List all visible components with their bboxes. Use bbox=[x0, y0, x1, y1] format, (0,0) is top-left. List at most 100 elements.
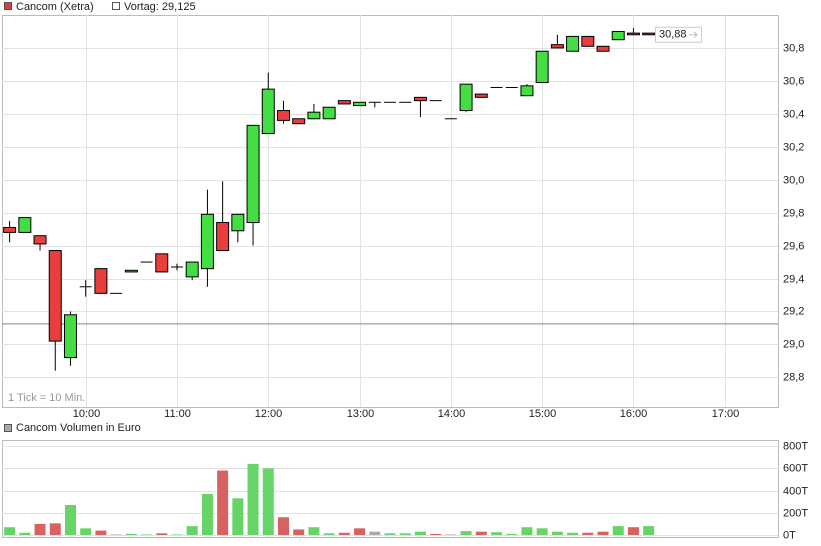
volume-bar bbox=[232, 498, 244, 535]
price-frame bbox=[2, 15, 779, 408]
candle-body bbox=[276, 110, 290, 121]
volume-bar bbox=[567, 532, 579, 535]
candle-body bbox=[63, 314, 77, 359]
volume-bar bbox=[369, 531, 381, 535]
candle-body bbox=[459, 83, 473, 112]
y-tick-label: 29,4 bbox=[783, 273, 804, 285]
candle-body bbox=[581, 35, 595, 47]
volume-bar bbox=[536, 528, 548, 535]
y-tick-label: 30,0 bbox=[783, 174, 804, 186]
volume-bar bbox=[49, 523, 61, 535]
volume-bar bbox=[460, 531, 472, 535]
volume-bar bbox=[506, 533, 518, 535]
x-tick-label: 15:00 bbox=[529, 408, 557, 420]
candle-body bbox=[596, 45, 610, 52]
volume-bar bbox=[201, 493, 213, 535]
annotation: 1 Tick = 10 Min. bbox=[8, 392, 85, 404]
volume-bar bbox=[125, 533, 137, 535]
y-tick-label: 29,0 bbox=[783, 338, 804, 350]
y-tick-label: 200T bbox=[783, 507, 808, 519]
y-tick-label: 28,8 bbox=[783, 371, 804, 383]
candle-body bbox=[626, 32, 640, 36]
legend-label: Vortag: 29,125 bbox=[124, 1, 196, 13]
volume-bar bbox=[430, 533, 442, 535]
volume-frame bbox=[2, 440, 779, 538]
volume-bar bbox=[491, 532, 503, 535]
last-value-label: 30,88 bbox=[659, 29, 687, 41]
candle-body bbox=[155, 253, 169, 273]
last-value-box bbox=[655, 26, 702, 43]
candle-body bbox=[566, 35, 580, 52]
legend-swatch bbox=[4, 2, 12, 10]
volume-bar bbox=[141, 534, 153, 535]
volume-bar bbox=[95, 530, 107, 535]
volume-bar bbox=[156, 533, 168, 535]
candle-body bbox=[33, 235, 47, 245]
y-tick-label: 0T bbox=[783, 529, 796, 541]
volume-bar bbox=[354, 528, 366, 535]
legend-swatch bbox=[112, 2, 120, 10]
volume-bar bbox=[110, 534, 122, 535]
y-tick-label: 30,2 bbox=[783, 141, 804, 153]
x-tick-label: 12:00 bbox=[255, 408, 283, 420]
candle-body bbox=[550, 44, 564, 49]
legend-swatch bbox=[4, 424, 12, 432]
legend: Cancom (Xetra) Vortag: 29,125 bbox=[4, 1, 196, 13]
candle-body bbox=[474, 93, 488, 98]
volume-bar bbox=[19, 532, 31, 535]
y-tick-label: 29,6 bbox=[783, 240, 804, 252]
x-tick-label: 13:00 bbox=[347, 408, 375, 420]
x-tick-label: 16:00 bbox=[620, 408, 648, 420]
volume-bar bbox=[399, 533, 411, 535]
y-tick-label: 30,4 bbox=[783, 108, 804, 120]
y-tick-label: 800T bbox=[783, 440, 808, 452]
volume-bar bbox=[627, 527, 639, 535]
volume-bar bbox=[4, 527, 16, 535]
candle-body bbox=[261, 88, 275, 135]
volume-bar bbox=[186, 526, 198, 535]
x-tick-label: 17:00 bbox=[712, 408, 740, 420]
candle-body bbox=[611, 30, 625, 41]
candle-body bbox=[337, 100, 351, 105]
candle-body bbox=[185, 261, 199, 278]
volume-bar bbox=[64, 505, 76, 535]
candle-body bbox=[94, 268, 108, 294]
volume-title: Cancom Volumen in Euro bbox=[16, 422, 141, 434]
x-tick-label: 14:00 bbox=[438, 408, 466, 420]
volume-bar bbox=[80, 528, 92, 535]
volume-bar bbox=[277, 517, 289, 535]
volume-bar bbox=[414, 531, 426, 535]
volume-bar bbox=[217, 470, 229, 535]
candle-body bbox=[200, 213, 214, 270]
candle-body bbox=[520, 85, 534, 97]
candle-body bbox=[642, 32, 656, 36]
volume-bar bbox=[262, 468, 274, 535]
volume-bar bbox=[308, 527, 320, 535]
y-tick-label: 400T bbox=[783, 485, 808, 497]
candle-body bbox=[307, 111, 321, 120]
volume-bar bbox=[643, 526, 655, 535]
volume-bar bbox=[475, 531, 487, 535]
legend-label: Cancom (Xetra) bbox=[16, 1, 94, 13]
volume-bar bbox=[551, 531, 563, 535]
candle-body bbox=[353, 101, 367, 107]
x-tick-label: 10:00 bbox=[73, 408, 101, 420]
volume-bar bbox=[521, 527, 533, 535]
candle-body bbox=[535, 50, 549, 84]
volume-bar bbox=[171, 534, 183, 535]
candle-body bbox=[18, 217, 32, 233]
y-tick-label: 600T bbox=[783, 462, 808, 474]
volume-bar bbox=[293, 529, 305, 535]
candle-body bbox=[3, 226, 17, 233]
volume-bar bbox=[384, 533, 396, 535]
volume-bar bbox=[597, 531, 609, 535]
y-tick-label: 30,6 bbox=[783, 75, 804, 87]
volume-bar bbox=[338, 532, 350, 535]
candle-body bbox=[216, 222, 230, 252]
candle-body bbox=[48, 250, 62, 342]
volume-bar bbox=[247, 463, 259, 535]
y-tick-label: 29,2 bbox=[783, 305, 804, 317]
candle-body bbox=[124, 269, 138, 273]
volume-bar bbox=[34, 523, 46, 535]
y-tick-label: 30,8 bbox=[783, 42, 804, 54]
